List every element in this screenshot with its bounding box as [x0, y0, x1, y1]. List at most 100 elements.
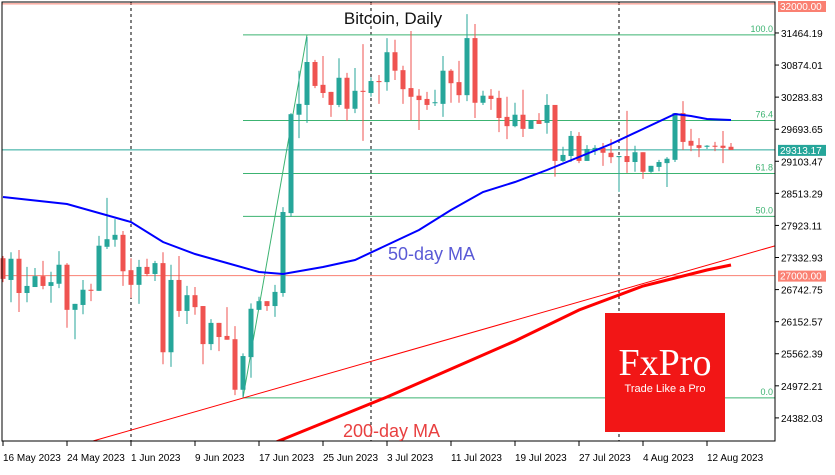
candle-body — [680, 113, 686, 142]
candle — [280, 207, 286, 297]
candles — [0, 14, 734, 397]
fib-trend-line — [242, 34, 308, 398]
candle-body — [400, 70, 406, 90]
candle — [216, 322, 222, 352]
candle-body — [520, 114, 526, 129]
x-tick-label: 25 Jun 2023 — [323, 453, 378, 464]
candle — [272, 284, 278, 317]
candle-body — [416, 95, 422, 101]
candle — [40, 260, 46, 290]
candle-body — [608, 152, 614, 158]
candle-body — [672, 113, 678, 160]
candle — [104, 197, 110, 249]
candle — [504, 96, 510, 140]
candle-body — [368, 81, 374, 93]
candle — [432, 89, 438, 107]
candle-body — [392, 52, 398, 71]
candle-body — [728, 146, 734, 150]
x-tick-label: 9 Jun 2023 — [195, 453, 245, 464]
candle-body — [248, 308, 254, 358]
chart-title: Bitcoin, Daily — [344, 9, 443, 28]
candle — [712, 141, 718, 152]
candle — [704, 145, 710, 149]
candle-body — [16, 258, 22, 293]
x-tick-label: 4 Aug 2023 — [643, 453, 694, 464]
candle-body — [352, 90, 358, 109]
candle — [160, 252, 166, 365]
candle-body — [568, 135, 574, 157]
support-trendline — [92, 245, 776, 442]
candle — [464, 14, 470, 102]
candle — [208, 319, 214, 351]
candle-body — [184, 295, 190, 311]
candle — [184, 285, 190, 324]
candle — [672, 113, 678, 163]
candle-body — [376, 81, 382, 83]
candle — [200, 306, 206, 365]
y-tick-label: 29693.65 — [781, 125, 823, 136]
candle — [224, 307, 230, 340]
candle — [128, 258, 134, 298]
candle-body — [136, 266, 142, 285]
candle-body — [104, 239, 110, 247]
candle-body — [696, 145, 702, 148]
candle — [640, 152, 646, 179]
candle — [176, 256, 182, 317]
candle — [392, 39, 398, 80]
candle — [312, 59, 318, 89]
candle-body — [0, 258, 6, 279]
fib-level-label: 0.0 — [760, 387, 773, 397]
candle-body — [632, 152, 638, 163]
candle-body — [272, 291, 278, 307]
ma200-annotation: 200-day MA — [343, 421, 440, 441]
candle — [696, 138, 702, 158]
candle — [248, 303, 254, 378]
candle — [32, 267, 38, 288]
candle-body — [96, 245, 102, 291]
logo-name: FxPro — [619, 342, 712, 384]
candle — [64, 263, 70, 328]
candle — [488, 89, 494, 110]
moving-averages — [2, 112, 732, 441]
candle — [664, 157, 670, 188]
candle — [8, 252, 14, 303]
candle-body — [232, 339, 238, 390]
candle — [96, 235, 102, 291]
candle-body — [528, 120, 534, 129]
candle-body — [288, 114, 294, 214]
fib-level-label: 76.4 — [755, 110, 773, 120]
candle — [168, 264, 174, 367]
candle — [80, 279, 86, 315]
candle — [536, 113, 542, 124]
candle-body — [384, 52, 390, 83]
y-tick-label: 24382.03 — [781, 414, 823, 425]
candle-body — [688, 140, 694, 146]
candle-body — [544, 104, 550, 123]
axes: 31464.19 30874.01 30283.83 29693.65 29103.47… — [2, 1, 826, 464]
candle-body — [224, 335, 230, 340]
y-tick-label: 27332.93 — [781, 254, 823, 265]
candle-body — [640, 152, 646, 172]
candle-body — [208, 322, 214, 345]
candle-body — [264, 301, 270, 307]
candle — [688, 128, 694, 152]
candle — [376, 75, 382, 104]
candle — [16, 250, 22, 313]
fib-level-label: 100.0 — [750, 24, 773, 34]
candle-body — [504, 116, 510, 127]
level-label-box — [778, 270, 826, 282]
candle-body — [112, 234, 118, 240]
candle — [544, 94, 550, 134]
candle — [320, 56, 326, 98]
candle — [512, 102, 518, 128]
candle-body — [128, 270, 134, 285]
candle — [560, 146, 566, 163]
candle — [240, 353, 246, 397]
candle-body — [32, 276, 38, 288]
candle — [456, 60, 462, 103]
candle-body — [480, 95, 486, 103]
candle — [400, 65, 406, 104]
candle-body — [408, 88, 414, 97]
candle — [552, 104, 558, 177]
